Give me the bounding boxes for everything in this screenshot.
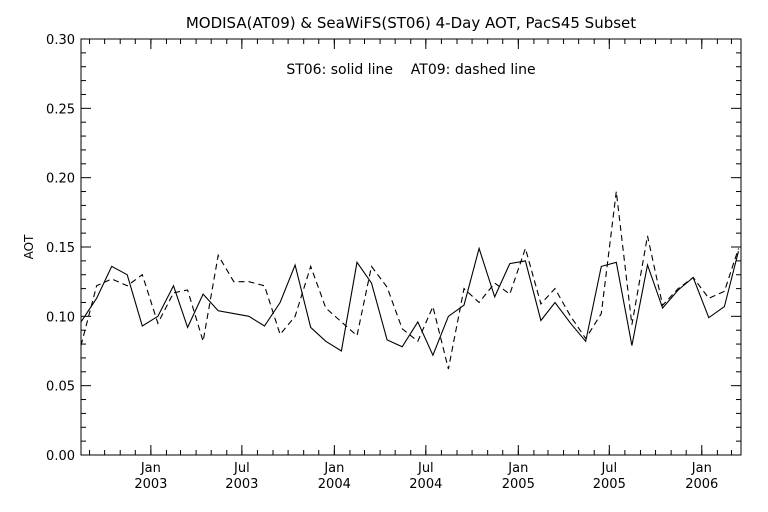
series-line-at09-dashed — [80, 191, 740, 370]
y-tick-label: 0.15 — [46, 241, 75, 256]
x-tick-label-year: 2004 — [318, 477, 351, 492]
x-tick-label-year: 2004 — [409, 477, 442, 492]
x-tick-label-month: Jan — [691, 461, 712, 476]
x-tick-label-year: 2005 — [593, 477, 626, 492]
y-axis-label: AOT — [22, 234, 36, 259]
y-tick-label: 0.30 — [46, 33, 75, 48]
x-tick-label-year: 2005 — [502, 477, 535, 492]
chart-title: MODISA(AT09) & SeaWiFS(ST06) 4-Day AOT, … — [186, 14, 636, 32]
x-tick-label-month: Jul — [417, 461, 434, 476]
x-tick-label-month: Jul — [233, 461, 250, 476]
series-layer — [80, 191, 740, 370]
series-line-st06-solid — [80, 246, 740, 357]
x-tick-label-month: Jul — [600, 461, 617, 476]
plot-frame — [80, 38, 742, 456]
x-tick-label-year: 2003 — [134, 477, 167, 492]
y-tick-label: 0.25 — [46, 102, 75, 117]
x-tick-label-month: Jan — [323, 461, 344, 476]
x-axis: Jan2003Jul2003Jan2004Jul2004Jan2005Jul20… — [89, 39, 732, 492]
y-tick-label: 0.05 — [46, 380, 75, 395]
y-axis: 0.00 0.05 0.10 0.15 0.20 0.25 0.30 — [46, 33, 741, 464]
y-tick-label: 0.10 — [46, 310, 75, 325]
line-style-annotation: ST06: solid line AT09: dashed line — [286, 62, 535, 78]
x-tick-label-year: 2003 — [225, 477, 258, 492]
y-tick-label: 0.20 — [46, 172, 75, 187]
x-tick-label-month: Jan — [507, 461, 528, 476]
x-tick-label-year: 2006 — [685, 477, 718, 492]
y-tick-label: 0.00 — [46, 449, 75, 464]
x-tick-label-month: Jan — [140, 461, 161, 476]
